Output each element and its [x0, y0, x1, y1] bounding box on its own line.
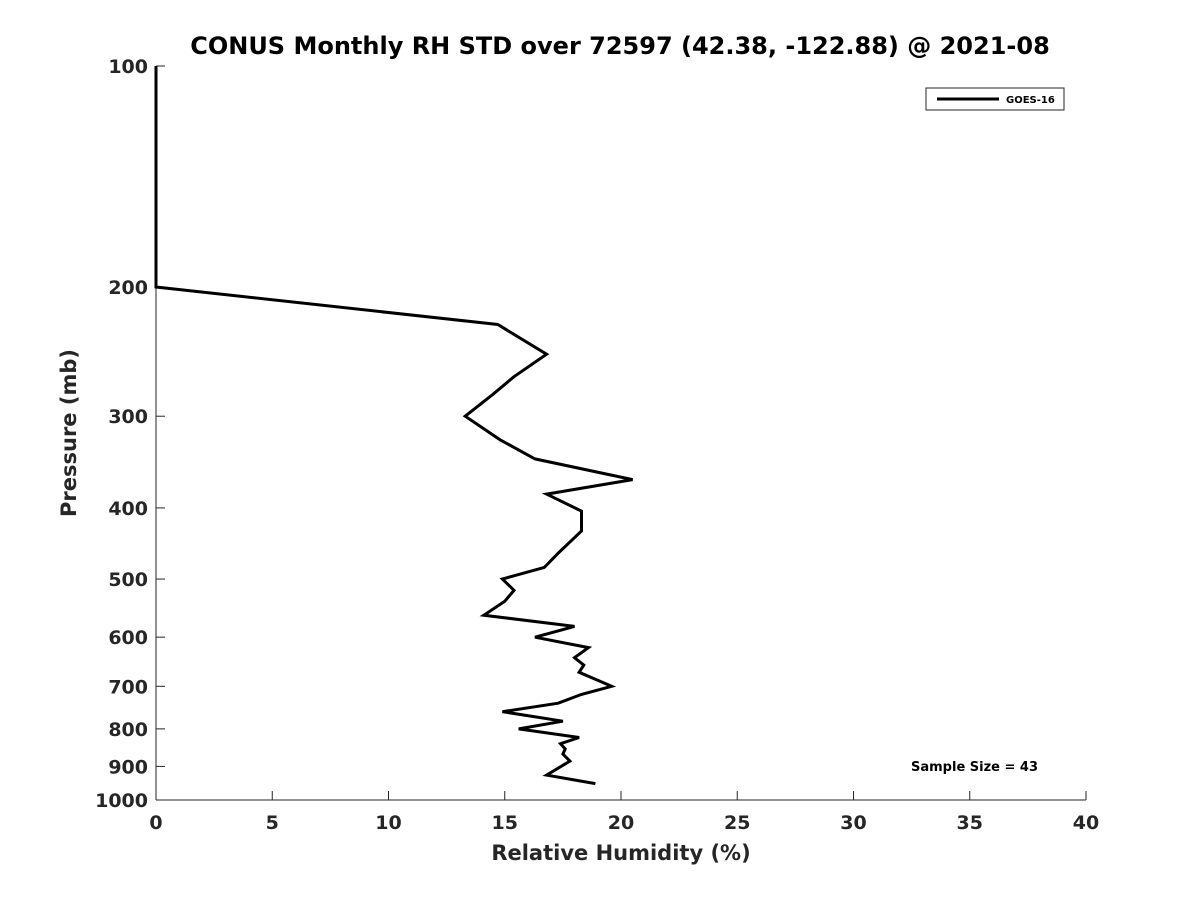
legend: GOES-16: [925, 87, 1065, 111]
y-tick-label: 600: [108, 627, 148, 649]
x-tick-label: 0: [149, 812, 162, 834]
chart-title: CONUS Monthly RH STD over 72597 (42.38, …: [190, 32, 1050, 60]
series-line-goes-16: [154, 66, 633, 786]
y-tick-label: 300: [108, 406, 148, 428]
legend-label: GOES-16: [1006, 95, 1055, 106]
x-tick-label: 30: [840, 812, 866, 834]
x-tick-label: 15: [492, 812, 518, 834]
y-tick-label: 200: [108, 277, 148, 299]
sample-size-annotation: Sample Size = 43: [911, 760, 1038, 775]
x-tick-label: 20: [608, 812, 634, 834]
y-tick-label: 1000: [95, 790, 148, 812]
y-tick-label: 500: [108, 569, 148, 591]
y-tick-label: 800: [108, 719, 148, 741]
x-tick-label: 10: [375, 812, 401, 834]
y-tick-label: 900: [108, 756, 148, 778]
axes: [155, 66, 1086, 801]
x-ticks: 0 5 10 15 20 25 30 35 40: [149, 791, 1099, 834]
x-tick-label: 5: [266, 812, 279, 834]
x-axis-label: Relative Humidity (%): [491, 841, 750, 865]
x-tick-label: 35: [957, 812, 983, 834]
x-tick-label: 40: [1073, 812, 1099, 834]
x-tick-label: 25: [724, 812, 750, 834]
y-tick-label: 400: [108, 498, 148, 520]
y-axis-label: Pressure (mb): [57, 349, 81, 517]
y-ticks: 100 200 300 400 500 600 700 800 900 1000: [95, 56, 165, 812]
y-tick-label: 700: [108, 676, 148, 698]
y-tick-label: 100: [108, 56, 148, 78]
